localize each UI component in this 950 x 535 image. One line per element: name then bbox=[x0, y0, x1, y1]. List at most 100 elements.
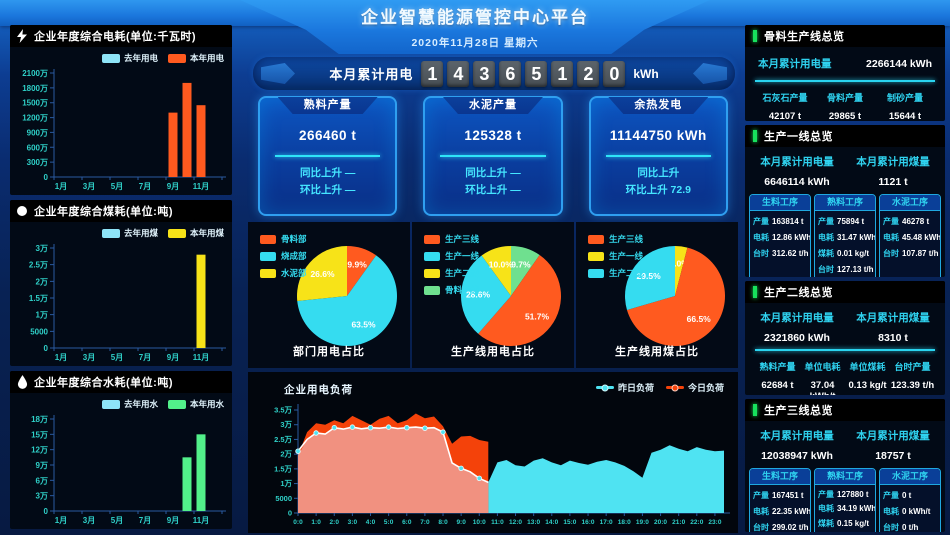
legend-item: 去年用电 bbox=[101, 52, 158, 64]
svg-text:4.0%: 4.0% bbox=[669, 258, 689, 268]
process-value: 0 t/h bbox=[902, 523, 919, 532]
svg-text:6万: 6万 bbox=[36, 476, 48, 485]
metric-value: 62684 t bbox=[761, 380, 794, 391]
legend-label: 骨料产线 bbox=[445, 285, 480, 295]
counter-digit: 3 bbox=[473, 60, 496, 87]
process-value: 299.02 t/h bbox=[772, 523, 809, 532]
svg-text:1500万: 1500万 bbox=[22, 99, 48, 108]
svg-text:14:0: 14:0 bbox=[545, 519, 558, 526]
pie-slice bbox=[675, 246, 688, 296]
panel-title: 企业年度综合煤耗(单位:吨) bbox=[34, 206, 173, 218]
process-label: 电耗 bbox=[818, 233, 834, 242]
legend-swatch bbox=[588, 251, 604, 261]
metric-label: 单位煤耗 bbox=[849, 362, 886, 372]
stat-row: 本月累计用电量 2266144 kWh bbox=[745, 47, 945, 77]
bar bbox=[196, 254, 206, 348]
process-label: 电耗 bbox=[753, 233, 769, 242]
legend-dot bbox=[671, 384, 679, 391]
right-panel-2: 生产一线总览 本月累计用电量 6646114 kWh 本月累计用煤量 1121 t 生料工… bbox=[745, 125, 945, 277]
pie-slice bbox=[461, 255, 511, 334]
bar-chart-body: 去年用电 本年用电 0 300万 600万 900万 1200万 1500万 1800万 2100… bbox=[10, 47, 232, 195]
stat-value: 6646114 kWh bbox=[764, 176, 830, 188]
legend-label: 去年用水 bbox=[123, 399, 158, 409]
process-label: 台时 bbox=[883, 523, 899, 532]
process-row: 产量 75894 t bbox=[815, 216, 875, 227]
stat-value: 18757 t bbox=[875, 450, 911, 462]
process-label: 煤耗 bbox=[818, 518, 834, 528]
svg-text:1800万: 1800万 bbox=[22, 84, 48, 93]
panel-title: 企业年度综合电耗(单位:千瓦时) bbox=[34, 31, 196, 43]
yesterday-line bbox=[297, 426, 489, 484]
pie-chart-row: 骨料部 烧成部 水泥部 9.9% 63.5% 26.6% 部门用电占比 生产三线 生产一线 生产二… bbox=[248, 222, 738, 368]
green-accent-bar bbox=[753, 404, 757, 416]
process-row: 台时 299.02 t/h bbox=[750, 522, 810, 532]
svg-text:16:0: 16:0 bbox=[582, 519, 595, 526]
svg-text:9月: 9月 bbox=[167, 353, 179, 362]
metric-value: 42107 t bbox=[768, 111, 802, 121]
panel-title-bar: 生产三线总览 bbox=[745, 399, 945, 421]
kpi-card-title: 熟料产量 bbox=[277, 97, 378, 114]
metric-column: 骨料产量 29865 t bbox=[815, 91, 875, 121]
legend-swatch bbox=[101, 228, 120, 238]
legend-swatch bbox=[260, 234, 276, 244]
data-point bbox=[404, 425, 410, 431]
yearly-coal-chart: 0 5000 1万 1.5万 2万 2.5万 3万 1月 3月 5月 7月 9月 11月 bbox=[29, 244, 226, 362]
pie-legend: 生产三线 生产一线 生产二线 骨料产线 bbox=[424, 233, 479, 301]
svg-text:9万: 9万 bbox=[36, 461, 48, 470]
svg-text:1.5万: 1.5万 bbox=[274, 464, 292, 473]
legend-label: 本年用电 bbox=[189, 53, 224, 63]
line-coal-pie-panel: 生产三线 生产一线 生产二线 4.0% 66.5% 29.5% 生产线用煤占比 bbox=[576, 222, 738, 368]
process-row: 台时 107.87 t/h bbox=[880, 248, 940, 259]
legend-marker bbox=[665, 384, 684, 391]
right-panel-column: 骨料生产线总览 本月累计用电量 2266144 kWh 石灰石产量 42107 t 骨料产… bbox=[745, 25, 945, 532]
bar-chart-body: 去年用煤 本年用煤 0 5000 1万 1.5万 2万 2.5万 3万 1月 3月 5月 7月 9月 11月 bbox=[10, 222, 232, 366]
svg-text:13:0: 13:0 bbox=[527, 519, 540, 526]
svg-text:9.9%: 9.9% bbox=[347, 260, 367, 270]
svg-text:23:0: 23:0 bbox=[708, 519, 721, 526]
process-card-title: 熟料工序 bbox=[815, 195, 875, 211]
pie-legend: 骨料部 烧成部 水泥部 bbox=[260, 233, 307, 284]
green-accent-bar bbox=[753, 286, 757, 298]
legend-item: 生产二线 bbox=[424, 267, 479, 279]
pie-chart-title: 生产线用煤占比 bbox=[615, 346, 699, 358]
legend-item: 本年用煤 bbox=[167, 227, 224, 239]
yearly-water-chart-panel: 企业年度综合水耗(单位:吨) 去年用水 本年用水 0 3万 6万 9万 12万 15万 18万 1月… bbox=[10, 371, 232, 529]
process-label: 产量 bbox=[818, 217, 834, 226]
stat-label: 本月累计用电量 bbox=[760, 430, 834, 442]
data-point bbox=[385, 424, 392, 430]
svg-text:10:0: 10:0 bbox=[473, 519, 486, 526]
stat-columns: 本月累计用电量 6646114 kWh 本月累计用煤量 1121 t bbox=[745, 147, 945, 190]
panel-title-bar: 企业年度综合煤耗(单位:吨) bbox=[10, 200, 232, 222]
process-row: 产量 127880 t bbox=[815, 489, 875, 500]
process-value: 12.86 kWh/t bbox=[772, 233, 811, 242]
panel-title-bar: 生产二线总览 bbox=[745, 281, 945, 303]
process-label: 电耗 bbox=[753, 507, 769, 516]
process-label: 台时 bbox=[753, 523, 769, 532]
divider bbox=[755, 80, 935, 82]
counter-digit: 4 bbox=[447, 60, 470, 87]
legend-marker bbox=[595, 384, 614, 391]
svg-text:1200万: 1200万 bbox=[22, 114, 48, 123]
pie-chart-title: 部门用电占比 bbox=[293, 346, 365, 358]
legend-label: 骨料部 bbox=[281, 234, 307, 244]
svg-text:9月: 9月 bbox=[167, 516, 179, 525]
legend-swatch bbox=[424, 234, 440, 244]
data-point bbox=[367, 425, 374, 431]
svg-text:17:0: 17:0 bbox=[600, 519, 613, 526]
legend-swatch bbox=[588, 268, 604, 278]
legend-swatch bbox=[424, 251, 440, 261]
counter-label: 本月累计用电 bbox=[329, 67, 414, 82]
process-value: 45.48 kWh/t bbox=[902, 233, 941, 242]
yearly-water-chart: 0 3万 6万 9万 12万 15万 18万 1月 3月 5月 7月 9月 11月 bbox=[31, 415, 226, 525]
legend-swatch bbox=[424, 268, 440, 278]
legend-label: 生产三线 bbox=[609, 234, 644, 244]
metric-value: 15644 t bbox=[888, 111, 922, 121]
svg-text:1万: 1万 bbox=[280, 479, 292, 488]
stat-column: 本月累计用电量 12038947 kWh bbox=[760, 428, 834, 462]
line-coal-pie: 4.0% 66.5% 29.5% bbox=[625, 246, 726, 347]
